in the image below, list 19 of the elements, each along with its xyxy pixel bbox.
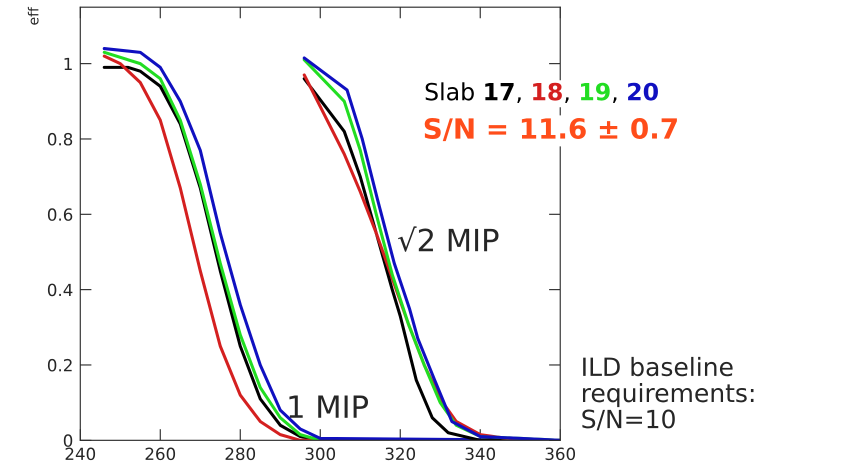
text: ILD baseline requirements: S/N=10 <box>582 356 754 430</box>
y-tick-label: 0 <box>64 434 72 447</box>
y-tick-label: 0.4 <box>48 284 72 296</box>
x-tick-label: 360 <box>546 448 576 460</box>
y-tick-label: 0.2 <box>48 358 72 372</box>
y-tick-label: 0.8 <box>48 132 72 146</box>
y-tick-label: 1 <box>64 58 72 70</box>
x-tick-label: 300 <box>306 448 336 460</box>
annotation: S/N = 11.6 ± 0.7 <box>424 118 677 142</box>
x-tick-label: 340 <box>466 448 496 460</box>
annotation: Slab 17, 18, 19, 20 <box>426 82 658 103</box>
x-tick-label: 320 <box>386 448 416 460</box>
annotation: 1 MIP <box>289 396 368 418</box>
y-axis-title: eff <box>28 6 39 25</box>
x-tick-label: 240 <box>66 448 96 460</box>
annotation: √2 MIP <box>398 226 498 252</box>
x-tick-label: 260 <box>146 448 176 460</box>
y-tick-label: 0.6 <box>48 208 72 221</box>
x-tick-label: 280 <box>226 448 256 460</box>
